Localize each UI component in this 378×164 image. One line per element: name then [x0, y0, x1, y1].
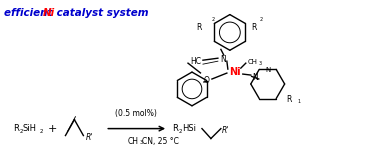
Text: 2: 2 [179, 129, 183, 133]
Text: Ni: Ni [229, 67, 241, 77]
Text: CN, 25 °C: CN, 25 °C [142, 137, 179, 146]
Text: 2: 2 [212, 17, 215, 22]
Text: SiH: SiH [23, 124, 37, 133]
Text: N: N [265, 67, 270, 73]
Text: 2: 2 [259, 17, 263, 22]
Text: HSi: HSi [182, 124, 196, 133]
Text: CH: CH [127, 137, 138, 146]
Text: 3: 3 [259, 61, 262, 66]
Text: R: R [251, 23, 257, 31]
Text: +: + [48, 124, 57, 134]
Text: O: O [204, 75, 210, 84]
Text: 1: 1 [297, 99, 301, 104]
Text: N: N [252, 72, 258, 82]
Text: 2: 2 [40, 129, 43, 133]
Text: R: R [197, 23, 202, 31]
Text: catalyst system: catalyst system [53, 8, 148, 18]
Text: R: R [287, 95, 292, 104]
Text: R': R' [222, 126, 229, 135]
Text: R: R [172, 124, 178, 133]
Text: Ni: Ni [43, 8, 55, 18]
Text: (0.5 mol%): (0.5 mol%) [115, 109, 157, 118]
Text: R: R [12, 124, 19, 133]
Text: CH: CH [248, 59, 258, 65]
Text: R': R' [85, 133, 93, 142]
Text: efficient: efficient [4, 8, 56, 18]
Text: N: N [220, 55, 226, 64]
Text: 3: 3 [139, 140, 143, 145]
Text: HC: HC [191, 57, 201, 66]
Text: 2: 2 [20, 129, 23, 133]
